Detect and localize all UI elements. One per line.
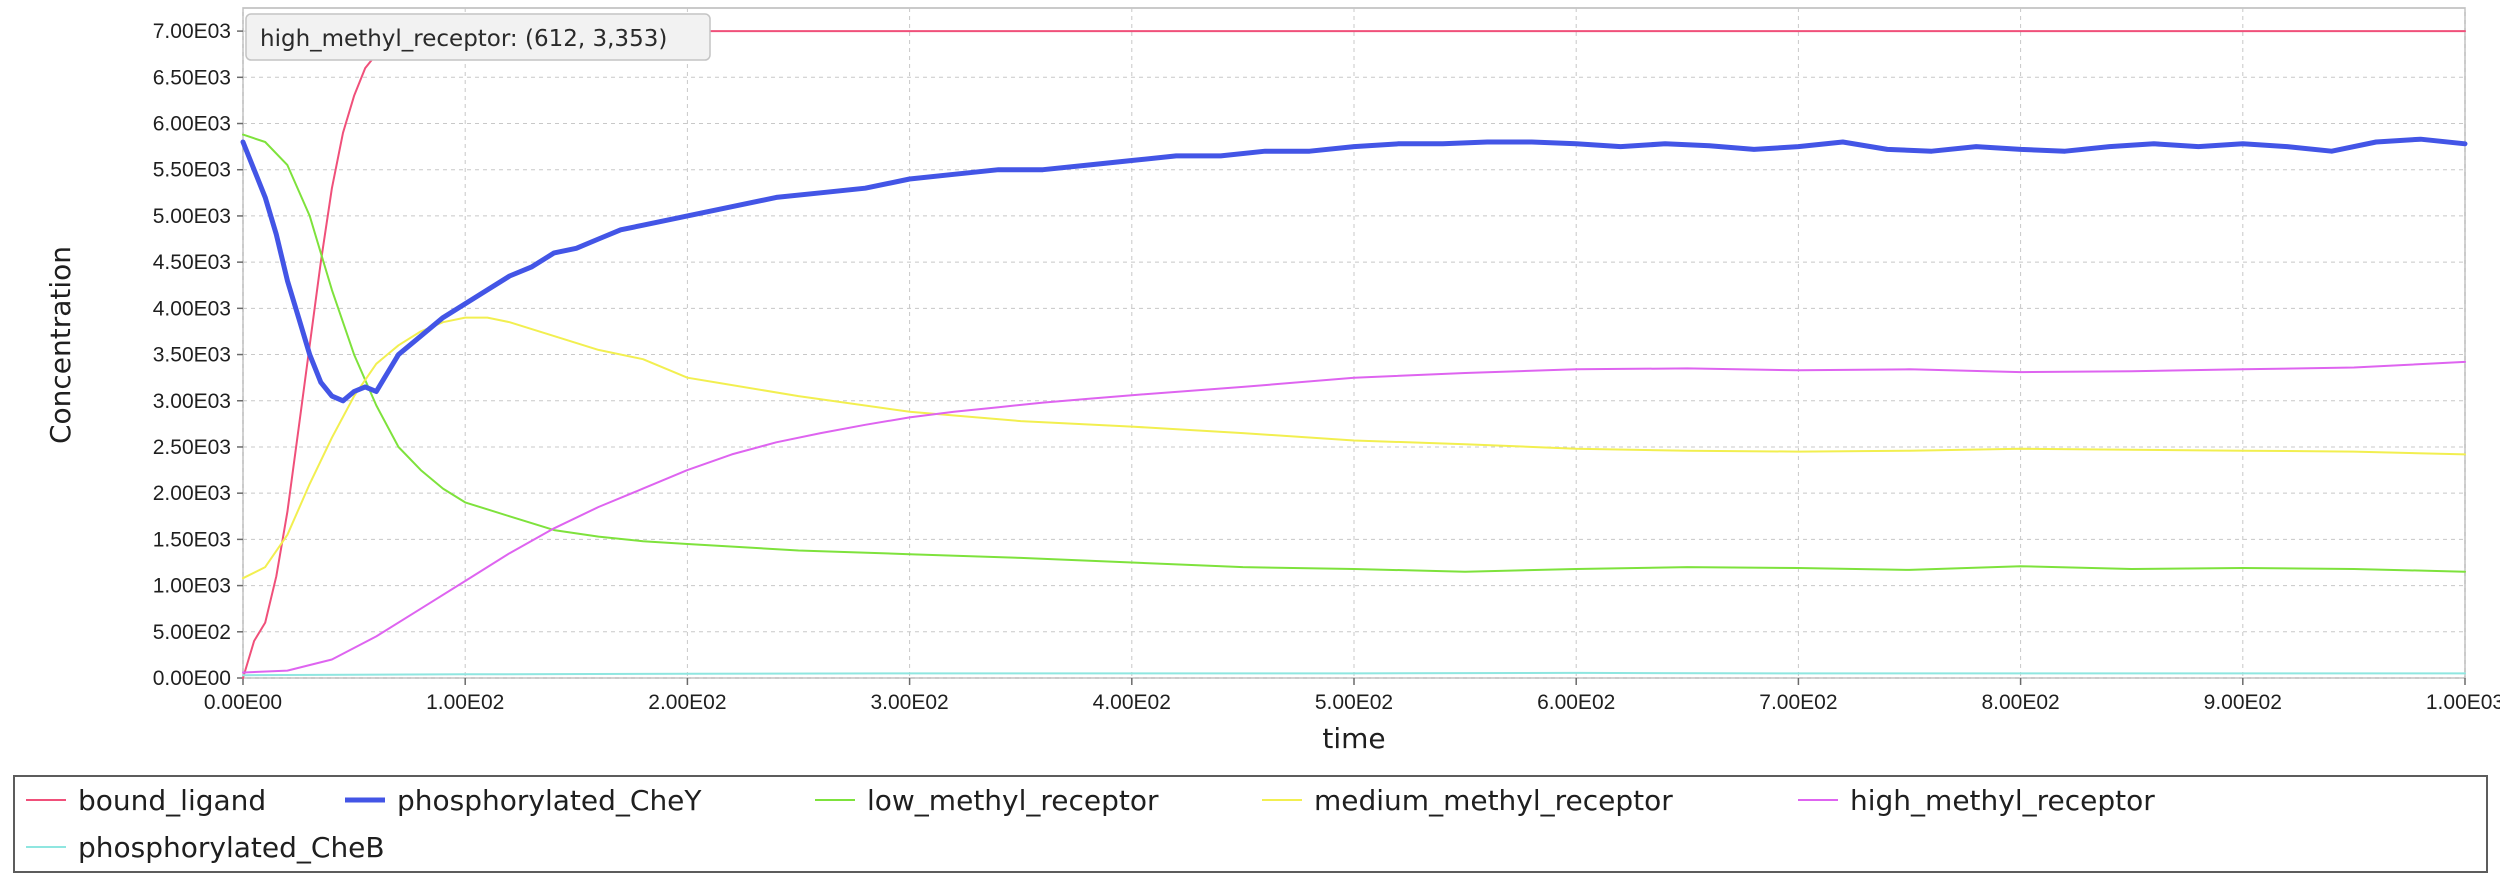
series-line-phosphorylated_CheY: [240, 136, 2468, 404]
series-line-medium_methyl_receptor: [242, 316, 2466, 580]
y-tick-label: 3.00E03: [153, 390, 231, 413]
x-axis-ticks: 0.00E00 1.00E02 2.00E02 3.00E02 4.00E02 5.00E…: [204, 678, 2500, 714]
y-tick-label: 4.50E03: [153, 251, 231, 274]
x-tick-label: 5.00E02: [1315, 691, 1393, 714]
y-tick-label: 5.50E03: [153, 159, 231, 182]
legend-label: high_methyl_receptor: [1850, 784, 2155, 817]
y-tick-label: 2.50E03: [153, 436, 231, 459]
legend: bound_ligand phosphorylated_CheY low_methy…: [26, 784, 2155, 864]
series-line-phosphorylated_CheB: [242, 671, 2466, 677]
x-tick-label: 1.00E03: [2426, 691, 2500, 714]
hover-tooltip: high_methyl_receptor: (612, 3,353): [245, 13, 711, 61]
legend-box: [13, 775, 2488, 873]
x-tick-label: 1.00E02: [426, 691, 504, 714]
plot-area: [242, 7, 2466, 679]
y-tick-label: 0.00E00: [153, 667, 231, 690]
x-tick-label: 9.00E02: [2204, 691, 2282, 714]
grid-lines: [242, 8, 2466, 679]
x-tick-label: 6.00E02: [1537, 691, 1615, 714]
y-tick-label: 2.00E03: [153, 482, 231, 505]
x-axis-title: time: [1322, 722, 1385, 755]
tooltip-text: high_methyl_receptor: (612, 3,353): [260, 26, 667, 52]
y-tick-label: 4.00E03: [153, 297, 231, 320]
y-tick-label: 7.00E03: [153, 20, 231, 43]
x-tick-label: 4.00E02: [1093, 691, 1171, 714]
y-tick-label: 1.50E03: [153, 528, 231, 551]
series-lines: [240, 30, 2468, 679]
legend-label: phosphorylated_CheB: [78, 831, 385, 864]
y-tick-label: 6.50E03: [153, 66, 231, 89]
x-tick-label: 8.00E02: [1981, 691, 2059, 714]
y-tick-label: 5.00E03: [153, 205, 231, 228]
x-tick-label: 7.00E02: [1759, 691, 1837, 714]
y-axis-title: Concentration: [44, 246, 77, 444]
x-tick-label: 3.00E02: [870, 691, 948, 714]
y-tick-label: 6.00E03: [153, 113, 231, 136]
series-line-high_methyl_receptor: [242, 360, 2466, 674]
legend-label: bound_ligand: [78, 784, 266, 817]
y-axis-ticks: 0.00E00 5.00E02 1.00E03 1.50E03 2.00E03 2.50E…: [153, 20, 243, 690]
x-tick-label: 0.00E00: [204, 691, 282, 714]
tooltip-box: [245, 13, 711, 61]
y-tick-label: 3.50E03: [153, 344, 231, 367]
legend-label: phosphorylated_CheY: [397, 784, 702, 817]
legend-label: low_methyl_receptor: [867, 784, 1159, 817]
y-tick-label: 5.00E02: [153, 621, 231, 644]
y-tick-label: 1.00E03: [153, 575, 231, 598]
series-line-low_methyl_receptor: [242, 133, 2466, 573]
x-tick-label: 2.00E02: [648, 691, 726, 714]
legend-label: medium_methyl_receptor: [1314, 784, 1673, 817]
